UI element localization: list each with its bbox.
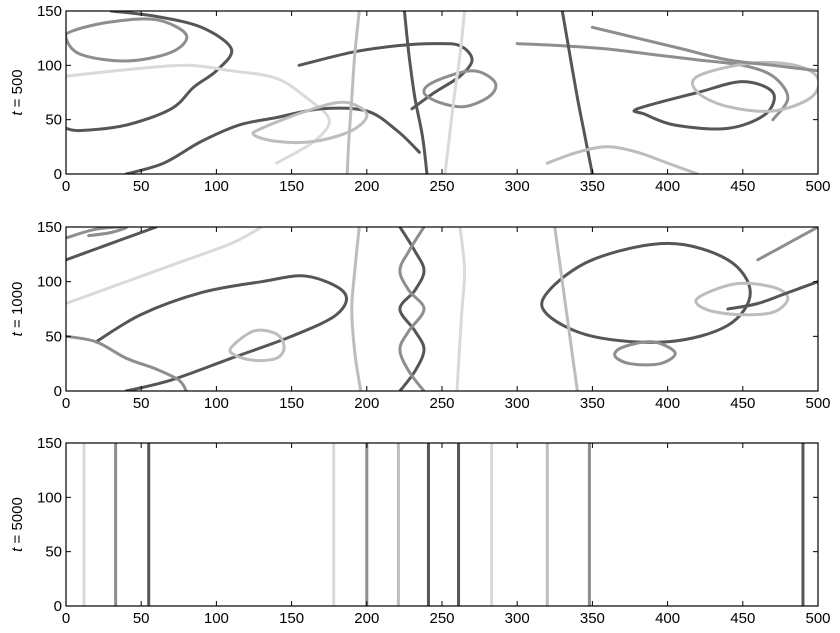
x-tick-label: 50 — [133, 610, 150, 627]
interface-curve — [345, 11, 361, 174]
plot-frame-t500 — [65, 10, 819, 175]
x-tick-label: 300 — [505, 610, 530, 627]
interface-curve — [94, 274, 348, 391]
y-tick-label: 50 — [45, 328, 62, 345]
y-tick-label: 0 — [54, 383, 62, 400]
y-axis-label-t5000: t = 5000 — [9, 497, 26, 552]
x-tick-label: 200 — [354, 610, 379, 627]
interface-curve — [228, 328, 286, 363]
x-tick-label: 350 — [580, 610, 605, 627]
x-tick-label: 250 — [429, 610, 454, 627]
x-tick-label: 150 — [279, 395, 304, 412]
x-tick-label: 350 — [580, 178, 605, 195]
x-tick-label: 150 — [279, 610, 304, 627]
interface-curve — [632, 80, 776, 131]
x-tick-label: 0 — [62, 395, 70, 412]
interface-curve — [66, 334, 188, 391]
x-tick-label: 50 — [133, 178, 150, 195]
y-tick-label: 50 — [45, 544, 62, 561]
interface-curve — [66, 17, 189, 63]
x-tick-label: 450 — [730, 395, 755, 412]
interface-curve — [726, 280, 818, 311]
x-tick-label: 150 — [279, 178, 304, 195]
interface-curve — [553, 227, 579, 391]
curves-t5000 — [82, 443, 805, 606]
x-tick-label: 250 — [429, 178, 454, 195]
x-tick-label: 200 — [354, 395, 379, 412]
x-tick-label: 300 — [505, 178, 530, 195]
x-tick-label: 500 — [805, 610, 830, 627]
y-axis-label-t500: t = 500 — [9, 69, 26, 115]
y-tick-label: 100 — [37, 489, 62, 506]
panel-t500: 0 50 100 150 200 250 300 350 400 450 500050100150 … — [9, 3, 831, 195]
x-tick-label: 50 — [133, 395, 150, 412]
interface-curve — [540, 241, 752, 344]
y-tick-label: 0 — [54, 598, 62, 615]
interface-curve — [590, 25, 818, 73]
curves-t500 — [66, 11, 818, 174]
interface-curve — [613, 340, 677, 367]
y-tick-label: 50 — [45, 112, 62, 129]
interface-curve — [443, 11, 467, 174]
interface-curve — [350, 227, 363, 391]
interface-curve — [66, 227, 129, 240]
curves-t1000 — [66, 227, 818, 391]
interface-curve — [66, 11, 234, 133]
y-label-var: t — [9, 547, 26, 552]
y-label-var: t — [9, 331, 26, 336]
axes-t1000: 0 50 100 150 200 250 300 350 400 450 500 0 50 100 150 — [37, 219, 831, 412]
axes-t5000: 0 50 100 150 200 250 300 350 400 450 500 0 50 100 150 — [37, 435, 831, 627]
y-label-var: t — [9, 111, 26, 116]
x-tick-label: 200 — [354, 178, 379, 195]
y-label-value: 1000 — [9, 282, 26, 315]
x-tick-label: 350 — [580, 395, 605, 412]
interface-curve — [251, 100, 369, 144]
x-tick-label: 100 — [204, 178, 229, 195]
interface-curve — [694, 281, 790, 317]
x-tick-label: 400 — [655, 395, 680, 412]
interface-curve — [455, 227, 467, 391]
interface-curve — [422, 69, 498, 109]
interface-curve — [124, 106, 421, 174]
interface-curve — [515, 42, 790, 122]
interface-curve — [66, 227, 158, 262]
y-tick-label: 100 — [37, 274, 62, 291]
x-tick-label: 100 — [204, 610, 229, 627]
x-tick-label: 250 — [429, 395, 454, 412]
axes-t500: 0 50 100 150 200 250 300 350 400 450 500 0 50 100 150 — [37, 3, 831, 195]
y-tick-label: 100 — [37, 57, 62, 74]
y-tick-label: 150 — [37, 219, 62, 236]
interface-curve — [402, 11, 429, 174]
panel-t1000: 0 50 100 150 200 250 300 350 400 450 500050100150 … — [9, 219, 831, 412]
y-tick-label: 150 — [37, 435, 62, 452]
interface-curve — [398, 227, 426, 391]
y-tick-label: 0 — [54, 166, 62, 183]
x-tick-label: 0 — [62, 610, 70, 627]
interface-curve — [66, 227, 263, 305]
y-tick-label: 150 — [37, 3, 62, 20]
x-tick-label: 400 — [655, 178, 680, 195]
y-label-value: 5000 — [9, 497, 26, 530]
x-tick-label: 100 — [204, 395, 229, 412]
plot-frame-t5000 — [65, 442, 819, 607]
x-tick-label: 450 — [730, 178, 755, 195]
x-tick-label: 0 — [62, 178, 70, 195]
x-tick-label: 400 — [655, 610, 680, 627]
y-label-eq: = — [9, 531, 26, 548]
x-tick-label: 300 — [505, 395, 530, 412]
y-label-eq: = — [9, 94, 26, 111]
x-tick-label: 500 — [805, 395, 830, 412]
y-axis-label-t1000: t = 1000 — [9, 282, 26, 337]
interface-curve — [66, 63, 331, 165]
interface-curve — [691, 60, 818, 113]
y-label-eq: = — [9, 315, 26, 332]
panel-t5000: 0 50 100 150 200 250 300 350 400 450 500050100150 … — [9, 435, 831, 627]
x-tick-label: 450 — [730, 610, 755, 627]
x-tick-label: 500 — [805, 178, 830, 195]
interface-curve — [545, 145, 700, 174]
interface-curve — [398, 227, 426, 391]
interface-curve — [756, 227, 818, 262]
y-label-value: 500 — [9, 69, 26, 94]
